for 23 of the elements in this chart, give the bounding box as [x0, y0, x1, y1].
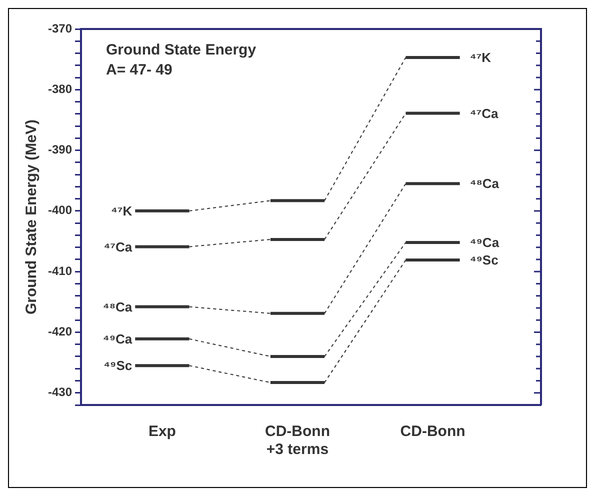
series-label: ⁴⁸Ca	[102, 299, 133, 314]
y-tick-label: -380	[48, 82, 72, 96]
y-tick-label: -400	[48, 203, 72, 218]
series-label: ⁴⁹Sc	[104, 358, 132, 374]
series-label: ⁴⁷K	[110, 204, 133, 219]
y-tick-label: -370	[48, 21, 72, 36]
y-tick-label: -390	[48, 142, 72, 157]
text: ⁴⁷Ca	[470, 106, 498, 121]
text: ⁴⁹Ca	[470, 235, 500, 250]
y-tick-label: -410	[48, 264, 72, 278]
text: ⁴⁸Ca	[470, 176, 500, 192]
text: Ground State Energy	[106, 42, 257, 59]
x-tick-label: CD-Bonn +3 terms	[264, 423, 330, 458]
x-tick-label: CD-Bonn	[400, 423, 466, 440]
text: A= 47- 49	[106, 62, 172, 79]
x-tick-label: Exp	[148, 423, 176, 440]
y-axis-title: Ground State Energy (MeV)	[23, 119, 40, 315]
series-label: ⁴⁹Ca	[102, 331, 133, 346]
series-label: ⁴⁷Ca	[104, 239, 133, 254]
y-tick-label: -420	[48, 324, 72, 339]
text: ⁴⁹Sc	[470, 252, 498, 268]
y-tick-label: -430	[48, 385, 72, 400]
text: ⁴⁷K	[470, 50, 492, 66]
